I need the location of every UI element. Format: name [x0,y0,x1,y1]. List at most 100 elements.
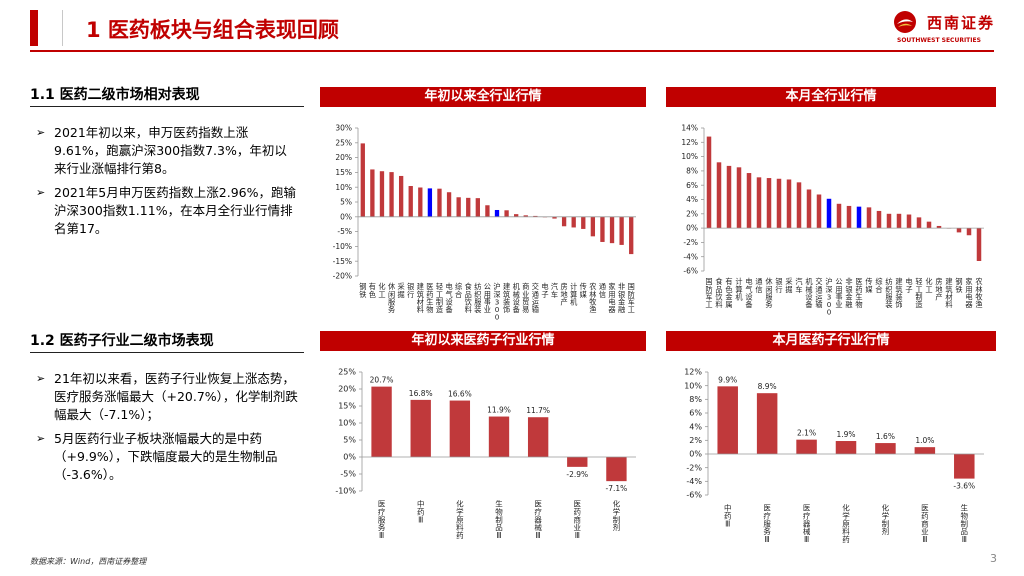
category-label: 中药 Ⅲ [724,503,732,529]
section-1-heading: 1.1 医药二级市场相对表现 [30,87,200,103]
y-tick-label: 4% [689,422,702,431]
data-label: 11.7% [526,406,550,415]
category-label: 休闲服务 [388,282,396,314]
ytd-industry-bar-chart: -20% -15% -10% -5% 0% 5% 10% 15% 20% 25% 30% 钢铁有色化工… [333,124,636,321]
y-tick-label: -10% [335,487,356,496]
bar [527,417,549,457]
bar [533,215,538,217]
header-rule [30,50,994,52]
y-tick-label: 0% [686,224,698,233]
y-tick-label: 25% [335,138,352,147]
bar [716,162,722,229]
bar [926,221,932,229]
bar [410,399,431,457]
data-label: -7.1% [606,484,628,493]
bar [746,173,752,229]
bullet-item: ➢ 21年初以来看，医药子行业恢复上涨态势，医疗服务涨幅最大（+20.7%），化学… [36,370,298,424]
category-label: 传媒 [580,282,587,299]
y-tick-label: 10% [338,419,356,428]
category-label: 医疗器械 Ⅲ [534,500,542,541]
bullet-item: ➢ 2021年5月申万医药指数上涨2.96%，跑输沪深300指数1.11%，在本月… [36,184,298,238]
bar [371,386,392,457]
category-label: 医药商业 Ⅲ [921,504,929,545]
y-tick-label: 8% [689,395,702,404]
y-tick-label: 15% [338,402,356,411]
data-label: -2.9% [566,470,588,479]
bar [875,443,896,454]
y-tick-label: 12% [684,368,702,377]
bar [866,207,872,229]
category-label: 公用事业 [835,277,842,309]
page-title: 1 医药板块与组合表现回顾 [86,18,339,42]
y-tick-label: 2% [689,436,702,445]
y-tick-label: 4% [686,195,698,204]
category-label: 化工 [925,277,932,294]
data-label: 9.9% [718,375,737,384]
bar [896,213,902,229]
y-tick-label: 20% [338,385,356,394]
section-2-bullets: ➢ 21年初以来看，医药子行业恢复上涨态势，医疗服务涨幅最大（+20.7%），化学… [36,370,298,490]
category-label: 沪深 3 0 0 [493,282,500,321]
category-label: 电气设备 [445,282,452,314]
category-label: 汽车 [551,282,558,299]
y-tick-label: -6% [686,491,702,500]
bar [806,189,812,229]
category-label: 交通运输 [532,282,539,314]
category-label: 轻工制造 [915,277,922,309]
category-label: 农林牧渔 [975,277,982,309]
y-tick-label: -5% [340,470,356,479]
bar [446,192,452,217]
category-label: 通信 [599,282,606,299]
category-label: 综合 [455,282,462,299]
bar [398,175,404,217]
bar [437,188,442,217]
y-tick-label: 0% [689,450,702,459]
data-source-footnote: 数据来源：Wind，西南证券整理 [30,557,147,566]
bullet-item: ➢ 5月医药行业子板块涨幅最大的是中药（+9.9%），下跌幅度最大的是生物制品（-… [36,430,298,484]
category-label: 电气设备 [745,277,752,309]
category-label: 钢铁 [955,277,962,294]
chart-title-ytd-industry: 年初以来全行业行情 [320,87,646,107]
company-logo: 西南证券 SOUTHWEST SECURITIES [893,8,1003,50]
bar [816,194,822,229]
month-industry-bar-chart: -6% -4% -2% 0% 2% 4% 6% 8% 10% 12% 14% 国防军工食品饮料有色金属… [681,124,984,316]
category-label: 医疗器械 Ⅲ [803,504,811,545]
chart-title-month-pharma: 本月医药子行业行情 [666,331,996,351]
y-tick-label: 10% [681,152,698,161]
category-label: 房地产 [935,277,942,301]
bar [488,416,510,457]
bar [856,206,862,229]
y-tick-label: 10% [684,381,702,390]
bar [786,179,792,229]
category-label: 机械设备 [513,282,521,314]
category-label: 银行 [775,277,782,294]
y-tick-label: 6% [686,181,698,190]
bar [504,210,509,217]
category-label: 医药生物 [426,282,433,314]
y-tick-label: -5% [337,227,352,236]
category-label: 有色金属 [725,277,732,309]
logo-mark-icon [894,11,916,33]
bar [571,216,576,228]
bar [370,169,375,217]
category-label: 医药生物 [855,277,862,309]
bar [966,228,972,236]
bar [706,136,712,229]
category-label: 传媒 [865,277,872,294]
category-label: 国防军工 [705,277,712,309]
category-label: 医疗服务 Ⅲ [378,500,386,541]
data-label: 8.9% [758,382,777,391]
category-label: 建筑装饰 [895,277,902,309]
category-label: 化学原料药 [842,503,850,545]
section-1-bullets: ➢ 2021年初以来，申万医药指数上涨9.61%，跑赢沪深300指数7.3%，年初… [36,124,298,244]
category-label: 纺织服装 [885,277,892,309]
bar [717,386,738,454]
category-label: 有色 [369,282,376,299]
section-2-heading: 1.2 医药子行业二级市场表现 [30,333,214,349]
category-label: 化学原料药 [456,499,464,541]
bullet-text: 5月医药行业子板块涨幅最大的是中药（+9.9%），下跌幅度最大的是生物制品（-3… [54,431,278,482]
category-label: 休闲服务 [765,277,773,309]
category-label: 计算机 [735,277,743,301]
y-tick-label: -4% [686,477,702,486]
category-label: 建筑材料 [417,282,424,314]
